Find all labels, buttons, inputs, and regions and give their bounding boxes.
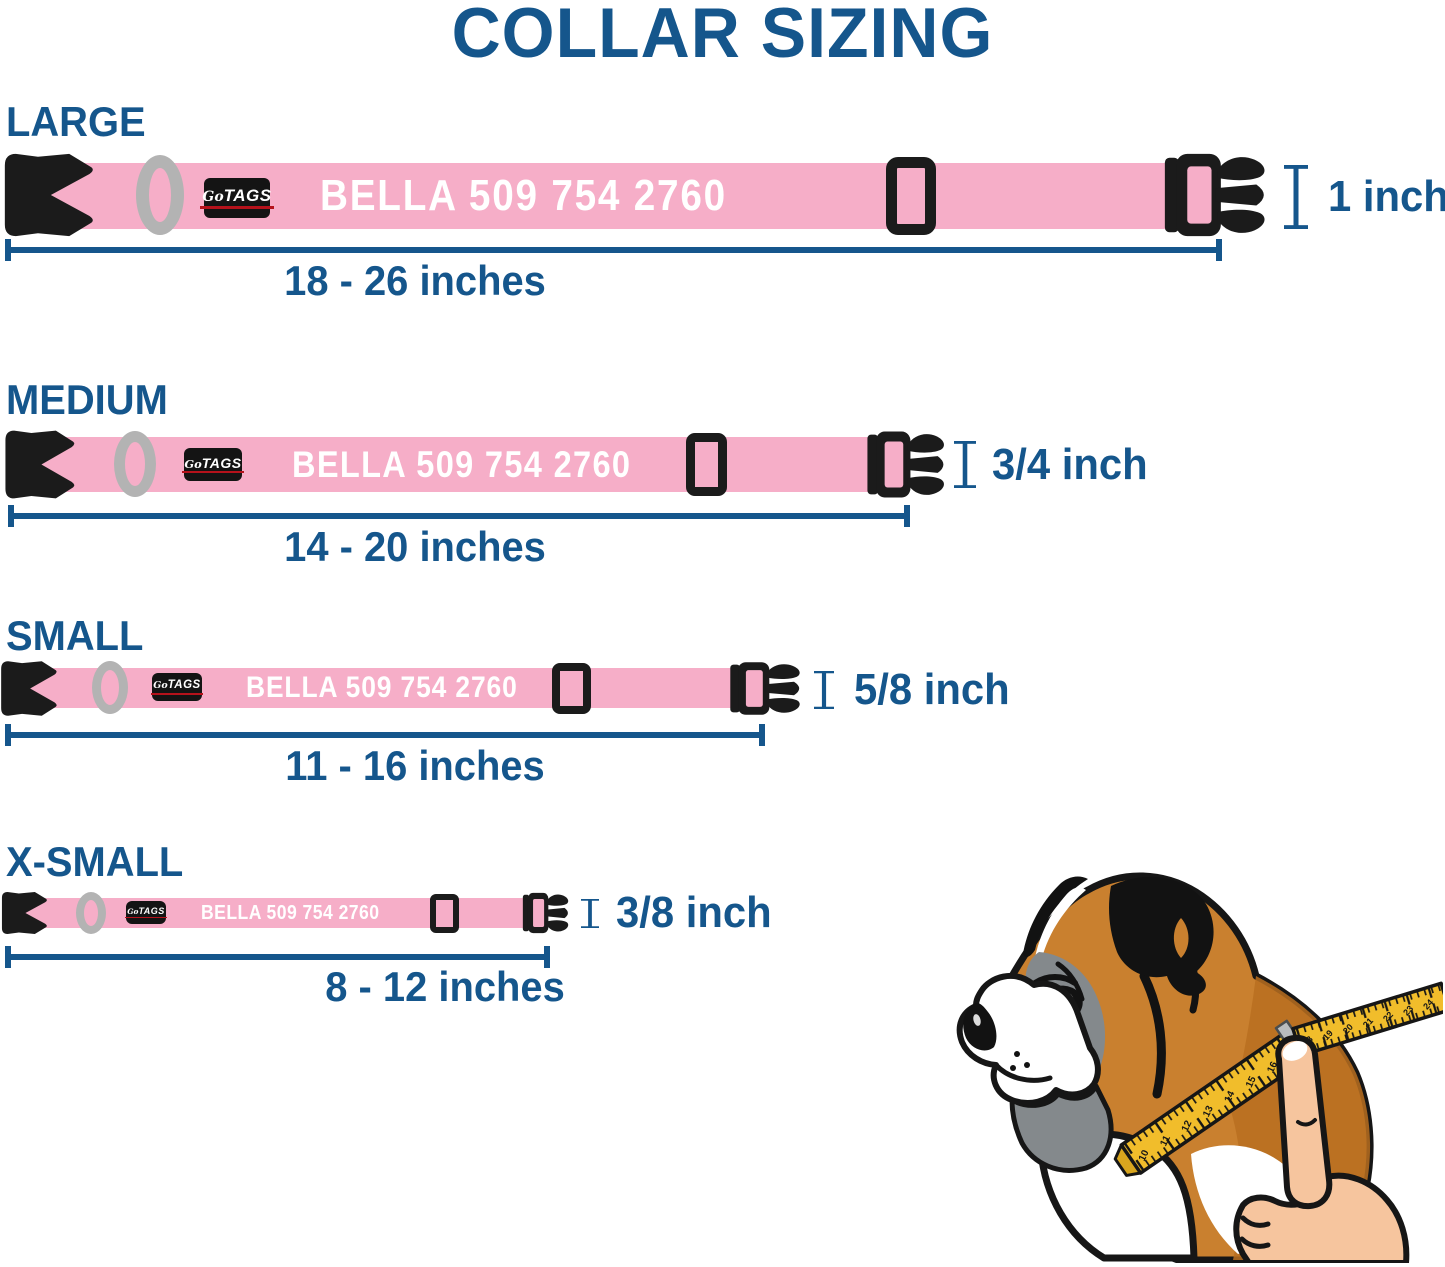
brand-go: Go: [153, 680, 168, 692]
brand-go: Go: [202, 189, 224, 206]
range-label: 11 - 16 inches: [285, 742, 545, 789]
svg-text:13: 13: [1201, 1104, 1216, 1119]
buckle-female: [3, 152, 95, 238]
width-marker-icon: [1284, 165, 1308, 229]
fingertip-nail: [1282, 1041, 1308, 1061]
tri-glide-slider: [886, 157, 936, 235]
tri-glide-slider: [552, 663, 591, 714]
buckle-female: [0, 660, 58, 717]
brand-tags: TAGS: [201, 454, 242, 471]
dog-chin-gray: [1009, 1083, 1114, 1173]
svg-text:20: 20: [1341, 1022, 1355, 1036]
gotags-patch: GoTAGS: [182, 448, 244, 481]
width-marker-icon: [814, 671, 834, 709]
size-label: X-SMALL: [6, 838, 184, 885]
buckle-female: [4, 429, 76, 500]
svg-text:23: 23: [1401, 1003, 1415, 1017]
hand: [1233, 1034, 1410, 1263]
svg-text:14: 14: [1223, 1089, 1238, 1104]
gotags-patch: GoTAGS: [125, 901, 167, 924]
svg-text:22: 22: [1381, 1010, 1395, 1024]
brand-tags: TAGS: [223, 186, 272, 206]
svg-text:15: 15: [1244, 1074, 1259, 1089]
svg-text:10: 10: [1137, 1148, 1152, 1163]
range-label: 18 - 26 inches: [284, 257, 546, 304]
dog-ear: [1109, 876, 1214, 996]
dog-muzzle: [956, 973, 1101, 1106]
collar-strap: [30, 668, 740, 708]
width-label: 3/8 inch: [616, 888, 772, 937]
measuring-tape-strip: 18 19 20 21 22 23 24: [1291, 981, 1443, 1058]
tri-glide-slider: [686, 433, 727, 496]
width-label: 1 inch: [1328, 172, 1445, 221]
collar-d-ring: [114, 431, 156, 497]
range-label: 14 - 20 inches: [284, 523, 546, 570]
collar-d-ring: [92, 661, 128, 714]
buckle-male: [1163, 152, 1275, 238]
gotags-patch: GoTAGS: [200, 178, 274, 218]
svg-text:21: 21: [1361, 1016, 1375, 1030]
brand-tags: TAGS: [167, 679, 201, 692]
length-measure-line: [5, 239, 1222, 261]
buckle-male: [522, 892, 573, 934]
collar-strap: [35, 437, 885, 492]
personalized-name-text: BELLA 509 754 2760: [320, 171, 727, 220]
gotags-patch: GoTAGS: [151, 673, 203, 701]
tri-glide-slider: [430, 894, 459, 933]
collar-d-ring: [136, 155, 184, 235]
svg-text:12: 12: [1180, 1119, 1195, 1134]
size-label: SMALL: [6, 612, 144, 659]
page-title: COLLAR SIZING: [451, 0, 994, 73]
svg-text:19: 19: [1321, 1028, 1335, 1042]
length-measure-line: [5, 724, 765, 746]
width-marker-icon: [954, 441, 976, 488]
buckle-male: [866, 430, 952, 499]
brand-go: Go: [184, 456, 202, 471]
range-label: 8 - 12 inches: [325, 963, 565, 1010]
personalized-name-text: BELLA 509 754 2760: [292, 444, 632, 485]
index-finger: [1275, 1034, 1333, 1210]
dog-measuring-illustration: 10 11 12 13 14 15 16 18: [956, 872, 1443, 1263]
buckle-male: [729, 661, 807, 716]
width-label: 3/4 inch: [992, 440, 1148, 489]
collar-d-ring: [76, 892, 106, 934]
buckle-female: [1, 891, 48, 935]
size-label: LARGE: [6, 98, 146, 145]
svg-text:24: 24: [1421, 997, 1435, 1011]
personalized-name-text: BELLA 509 754 2760: [201, 902, 380, 924]
width-marker-icon: [581, 899, 599, 928]
dog-nose: [963, 1002, 997, 1051]
length-measure-line: [8, 505, 910, 527]
brand-tags: TAGS: [138, 905, 165, 916]
length-measure-line: [5, 946, 550, 968]
width-label: 5/8 inch: [854, 665, 1010, 714]
personalized-name-text: BELLA 509 754 2760: [246, 671, 518, 704]
brand-go: Go: [127, 906, 139, 916]
svg-text:11: 11: [1158, 1134, 1173, 1149]
size-label: MEDIUM: [6, 376, 168, 423]
